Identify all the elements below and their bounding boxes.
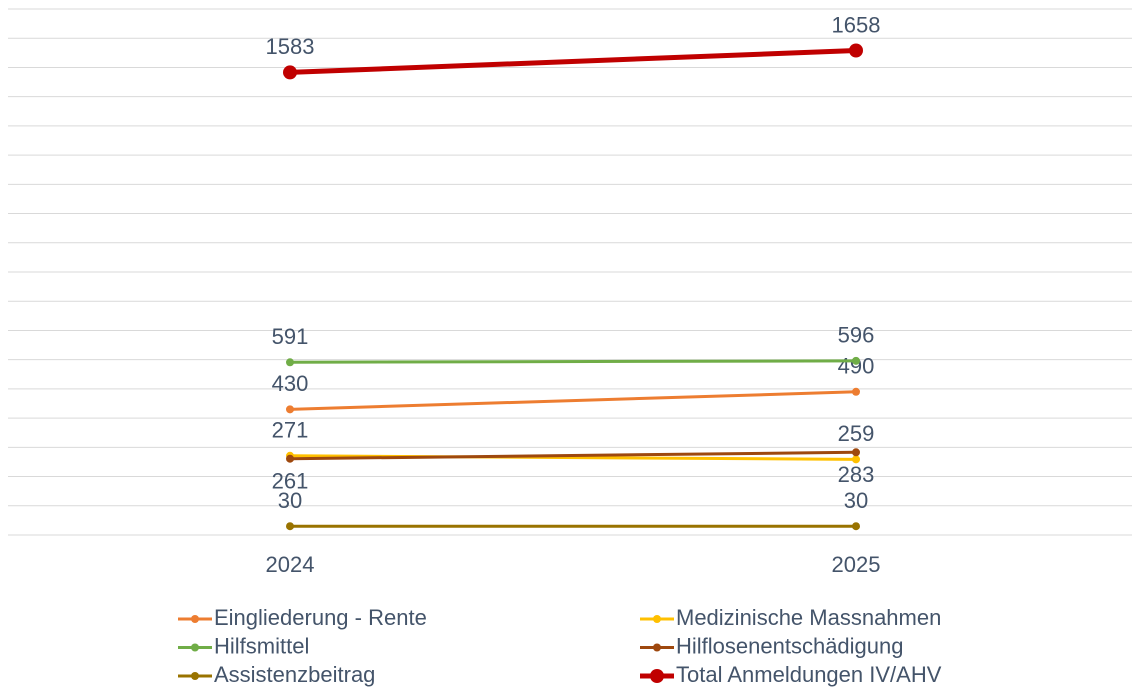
legend-label: Total Anmeldungen IV/AHV <box>676 662 942 687</box>
data-label: 430 <box>272 371 309 396</box>
legend-dot <box>653 643 661 652</box>
point <box>286 454 294 463</box>
series-line <box>289 390 857 411</box>
point <box>849 43 863 58</box>
legend-label: Assistenzbeitrag <box>214 662 375 687</box>
data-label: 1658 <box>832 12 881 37</box>
legend-label: Hilfsmittel <box>214 633 309 658</box>
legend-dot <box>191 615 199 623</box>
x-tick-label: 2024 <box>266 552 315 577</box>
data-label: 261 <box>272 469 309 494</box>
data-label: 1583 <box>266 34 315 59</box>
data-label: 30 <box>844 488 868 513</box>
data-label: 596 <box>838 323 875 348</box>
data-label: 591 <box>272 324 309 349</box>
point <box>283 65 297 80</box>
data-label: 271 <box>272 418 309 443</box>
point <box>286 522 294 531</box>
point <box>852 356 860 365</box>
legend-label: Eingliederung - Rente <box>214 605 427 630</box>
legend-label: Medizinische Massnahmen <box>676 605 941 630</box>
legend-label: Hilflosenentschädigung <box>676 633 904 658</box>
legend-dot <box>653 615 661 623</box>
point <box>286 358 294 367</box>
data-label: 283 <box>838 462 875 487</box>
data-label: 30 <box>278 488 302 513</box>
point <box>286 405 294 414</box>
point <box>852 448 860 457</box>
series-line <box>289 450 857 461</box>
x-tick-label: 2025 <box>832 552 881 577</box>
point <box>852 455 860 464</box>
series-line <box>289 359 857 364</box>
series-line <box>289 47 857 75</box>
point <box>852 522 860 531</box>
data-label: 259 <box>838 421 875 446</box>
legend-dot <box>650 669 664 683</box>
point <box>852 387 860 396</box>
legend-dot <box>191 672 199 680</box>
legend-dot <box>191 643 199 652</box>
